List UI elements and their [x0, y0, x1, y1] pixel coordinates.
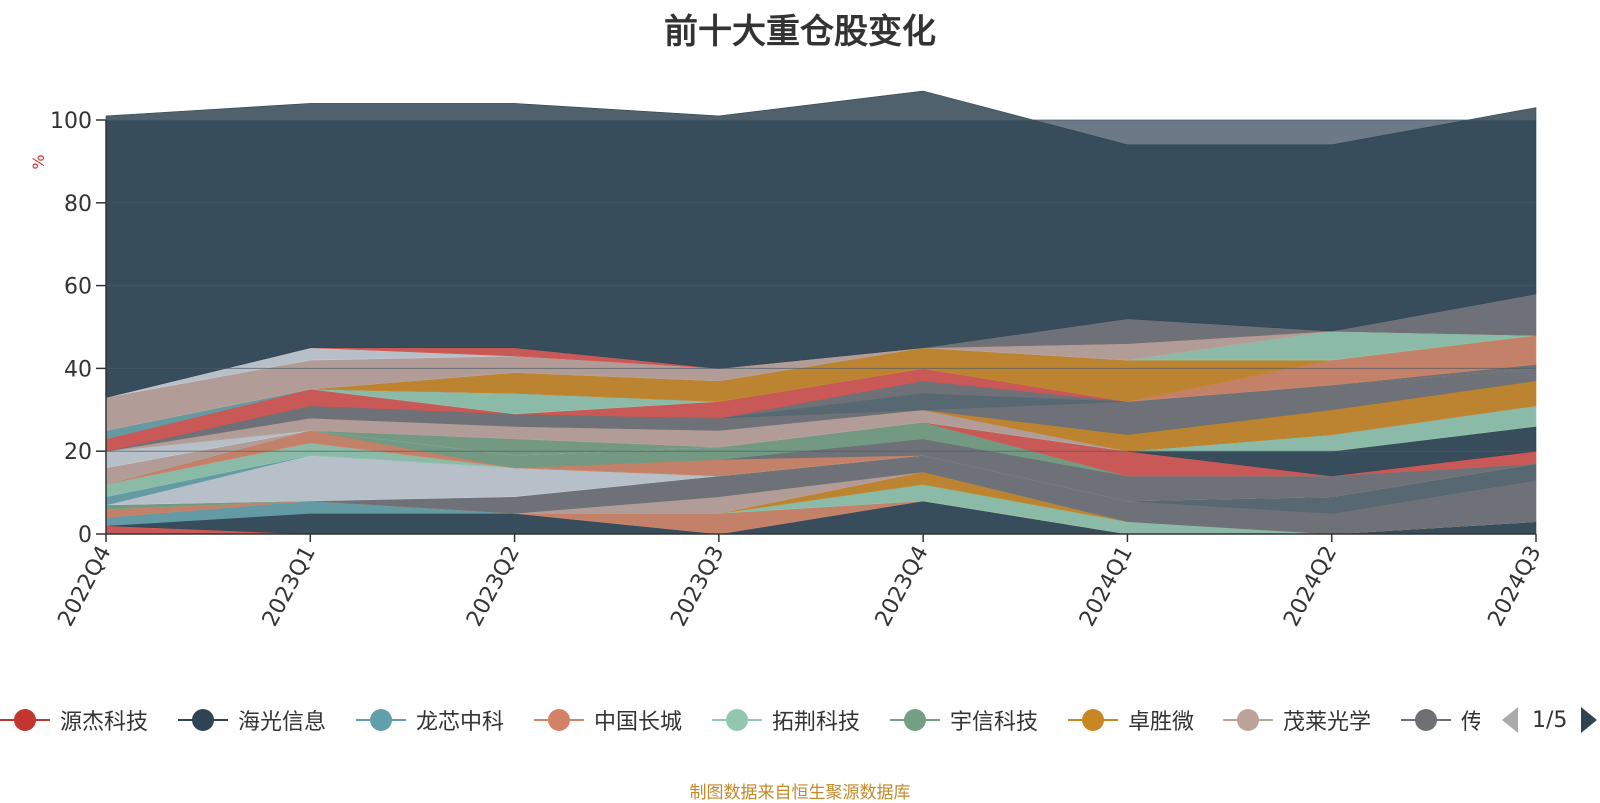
- area-series-40: [105, 90, 1537, 398]
- legend-item[interactable]: 传音控股: [1401, 700, 1480, 740]
- legend-next-page-icon[interactable]: [1577, 705, 1599, 735]
- legend-item[interactable]: 宇信科技: [890, 700, 1038, 740]
- legend-label: 龙芯中科: [416, 710, 505, 735]
- x-tick-label: 2023Q2: [462, 542, 525, 631]
- y-tick-label: 60: [64, 275, 92, 300]
- legend-marker-icon: [712, 709, 762, 731]
- legend-label: 卓胜微: [1128, 710, 1195, 735]
- x-tick-label: 2023Q4: [871, 542, 934, 631]
- legend: 源杰科技 海光信息 龙芯中科 中国长城 拓荆科技 宇信科技 卓胜微 茂莱光学 传音控股 1/5: [0, 700, 1600, 740]
- y-axis-unit-label: %: [29, 154, 48, 169]
- legend-label: 拓荆科技: [772, 710, 861, 735]
- legend-marker-icon: [1223, 709, 1273, 731]
- legend-prev-page-icon[interactable]: [1500, 705, 1522, 735]
- x-tick-label: 2024Q1: [1075, 542, 1138, 631]
- legend-label: 传音控股: [1461, 710, 1480, 735]
- y-tick-label: 80: [64, 192, 92, 217]
- legend-item[interactable]: 源杰科技: [0, 700, 148, 740]
- legend-label: 海光信息: [238, 710, 327, 735]
- legend-marker-icon: [356, 709, 406, 731]
- legend-items: 源杰科技 海光信息 龙芯中科 中国长城 拓荆科技 宇信科技 卓胜微 茂莱光学 传音控股: [0, 700, 1480, 740]
- legend-pager: 1/5: [1500, 700, 1599, 740]
- area-chart: 0 20 40 60 80 100 2022Q4 2023Q1 2023Q2 2023Q3 2023…: [29, 90, 1547, 631]
- legend-label: 中国长城: [594, 710, 683, 735]
- legend-item[interactable]: 龙芯中科: [356, 700, 504, 740]
- legend-item[interactable]: 拓荆科技: [712, 700, 860, 740]
- legend-label: 茂莱光学: [1283, 710, 1372, 735]
- y-tick-label: 100: [50, 109, 92, 134]
- data-source-note: 制图数据来自恒生聚源数据库: [689, 783, 911, 803]
- x-tick-label: 2023Q1: [258, 542, 321, 631]
- chart-title: 前十大重仓股变化: [664, 12, 936, 52]
- legend-marker-icon: [1068, 709, 1118, 731]
- legend-marker-icon: [1401, 709, 1451, 731]
- x-tick-label: 2024Q2: [1279, 542, 1342, 631]
- x-tick-label: 2022Q4: [54, 542, 117, 631]
- x-tick-label: 2024Q3: [1484, 542, 1547, 631]
- legend-page-indicator: 1/5: [1532, 707, 1568, 733]
- legend-marker-icon: [534, 709, 584, 731]
- legend-label: 源杰科技: [60, 710, 149, 735]
- legend-marker-icon: [0, 709, 50, 731]
- legend-label: 宇信科技: [950, 710, 1039, 735]
- legend-marker-icon: [178, 709, 228, 731]
- legend-item[interactable]: 卓胜微: [1068, 700, 1194, 740]
- y-tick-label: 40: [64, 357, 92, 382]
- y-tick-label: 0: [78, 523, 92, 548]
- legend-item[interactable]: 海光信息: [178, 700, 326, 740]
- legend-item[interactable]: 中国长城: [534, 700, 682, 740]
- legend-marker-icon: [890, 709, 940, 731]
- legend-item[interactable]: 茂莱光学: [1223, 700, 1371, 740]
- y-tick-label: 20: [64, 440, 92, 465]
- x-tick-label: 2023Q3: [666, 542, 729, 631]
